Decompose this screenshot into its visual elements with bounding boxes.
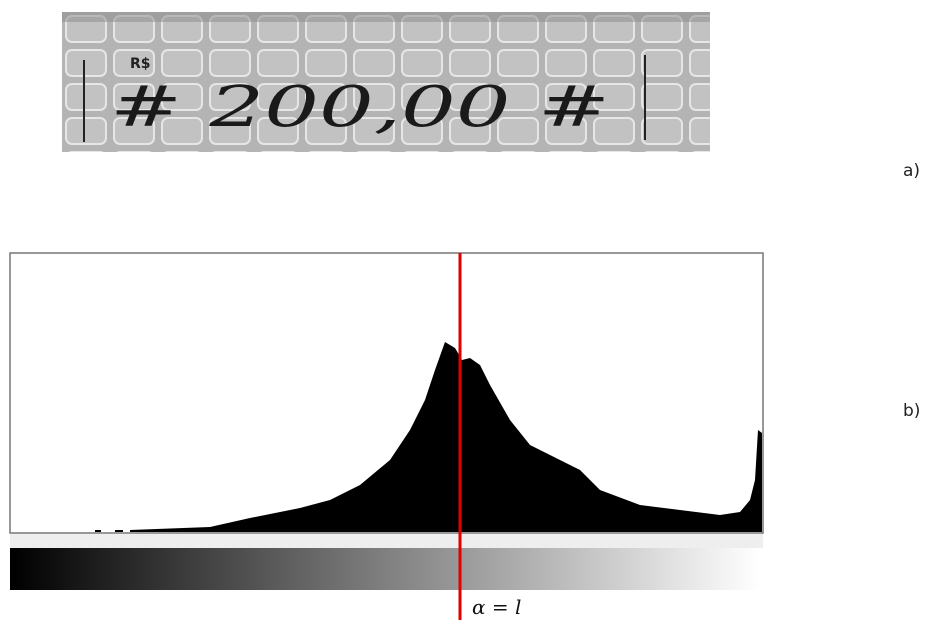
histogram-base	[10, 534, 763, 548]
check-image: R$ # 200,00 #	[62, 12, 710, 152]
gray-gradient-bar	[10, 548, 760, 590]
histogram-dot	[95, 530, 101, 532]
check-edge	[62, 12, 710, 22]
figure: R$ # 200,00 # a) α = l b)	[0, 0, 928, 626]
currency-text: R$	[130, 56, 151, 72]
histogram-dot	[115, 530, 123, 532]
threshold-label: α = l	[472, 595, 521, 619]
panel-label: b)	[903, 401, 920, 421]
amount-handwriting: # 200,00 #	[110, 75, 610, 140]
panel-label: a)	[903, 161, 920, 181]
